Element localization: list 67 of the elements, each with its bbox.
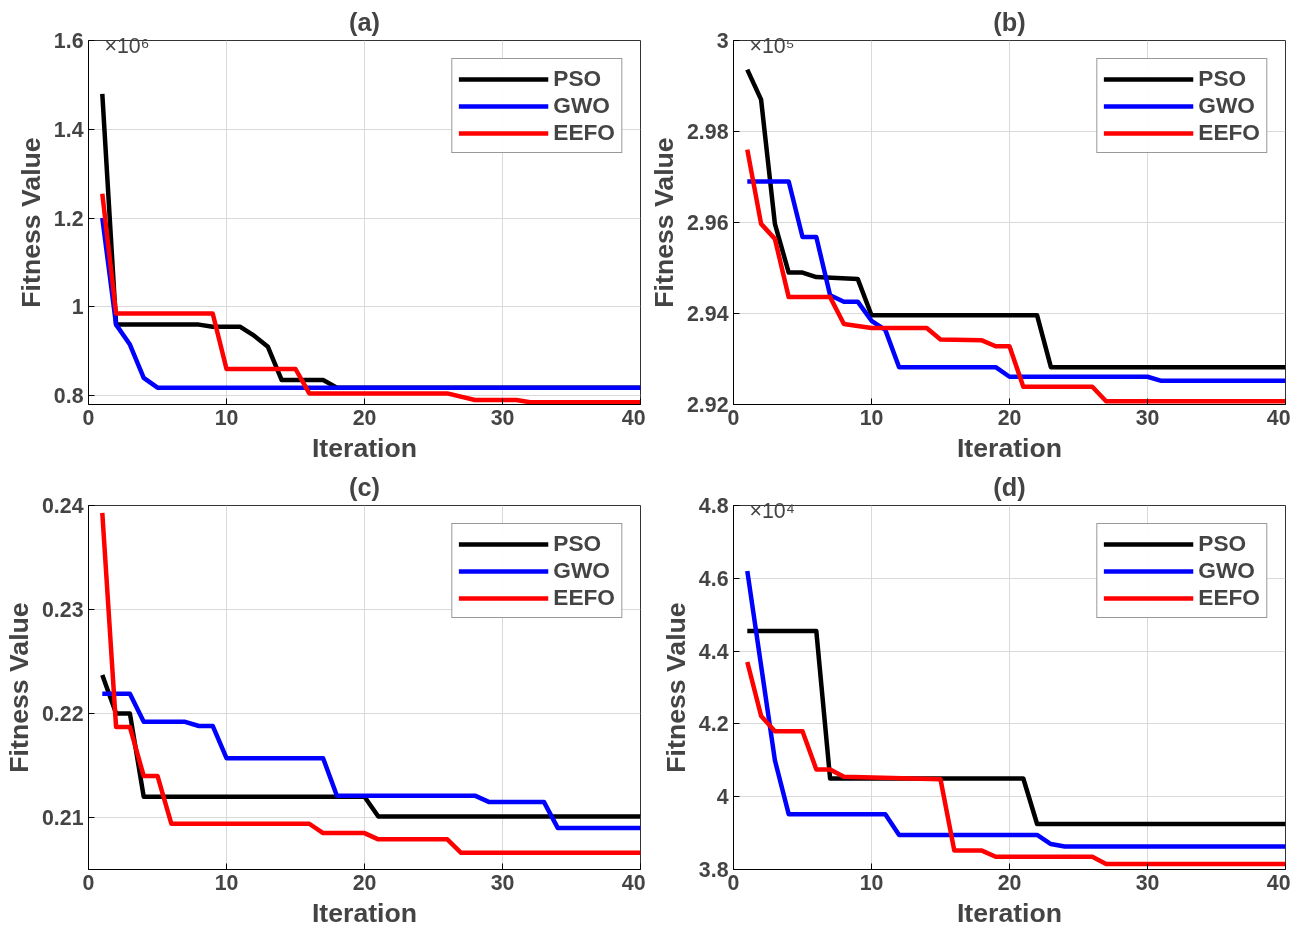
- x-tick-label: 30: [490, 405, 515, 430]
- x-axis-title: Iteration: [956, 432, 1063, 463]
- y-axis-title: Fitness Value: [660, 602, 691, 773]
- x-tick-label: 10: [859, 405, 884, 430]
- y-tick-label: 2.96: [686, 211, 729, 235]
- y-tick-label: 1.2: [53, 206, 84, 231]
- x-tick-label: 40: [1266, 870, 1291, 895]
- chart-title: (c): [349, 472, 380, 501]
- x-axis-title: Iteration: [311, 897, 418, 928]
- y-axis-title: Fitness Value: [3, 602, 34, 773]
- x-tick-label: 0: [727, 405, 740, 430]
- y-tick-label: 0.21: [41, 806, 84, 830]
- legend-label: PSO: [553, 530, 602, 557]
- x-tick-label: 20: [997, 870, 1022, 895]
- y-tick-label: 1.4: [53, 117, 84, 142]
- x-tick-label: 30: [490, 870, 515, 895]
- legend-label: GWO: [1198, 92, 1255, 119]
- legend-label: EEFO: [1198, 584, 1260, 611]
- y-axis-title: Fitness Value: [648, 137, 679, 308]
- legend-label: PSO: [1198, 65, 1247, 92]
- x-tick-label: 30: [1135, 870, 1160, 895]
- y-tick-label: 3: [716, 29, 729, 53]
- x-tick-label: 20: [997, 405, 1022, 430]
- legend-label: EEFO: [553, 119, 615, 146]
- x-tick-label: 20: [352, 870, 377, 895]
- x-tick-label: 20: [352, 405, 377, 430]
- chart-title: (b): [993, 7, 1026, 36]
- y-tick-label: 4.6: [698, 566, 729, 591]
- y-tick-label: 0.24: [41, 494, 84, 518]
- y-tick-label: 2.98: [686, 120, 729, 144]
- y-tick-label: 3.8: [698, 858, 729, 882]
- y-tick-label: 0.23: [41, 598, 84, 622]
- x-tick-label: 30: [1135, 405, 1160, 430]
- y-tick-label: 2.94: [686, 302, 729, 326]
- y-tick-label: 4: [716, 785, 729, 810]
- legend-label: PSO: [553, 65, 602, 92]
- legend-label: GWO: [553, 92, 610, 119]
- chart-title: (d): [993, 472, 1026, 501]
- x-tick-label: 0: [82, 870, 95, 895]
- x-tick-label: 0: [727, 870, 740, 895]
- y-tick-label: 0.22: [41, 702, 84, 726]
- x-tick-label: 0: [82, 405, 95, 430]
- legend-label: EEFO: [553, 584, 615, 611]
- x-tick-label: 40: [1266, 405, 1291, 430]
- annotation: ×10⁵: [749, 33, 795, 58]
- y-tick-label: 1: [71, 295, 84, 320]
- y-tick-label: 4.8: [698, 494, 729, 518]
- x-axis-title: Iteration: [311, 432, 418, 463]
- x-tick-label: 10: [859, 870, 884, 895]
- legend-label: GWO: [553, 557, 610, 584]
- legend-label: EEFO: [1198, 119, 1260, 146]
- y-tick-label: 0.8: [53, 384, 84, 409]
- x-tick-label: 10: [214, 870, 239, 895]
- y-tick-label: 4.4: [698, 639, 729, 664]
- y-axis-title: Fitness Value: [15, 137, 46, 308]
- legend-label: GWO: [1198, 557, 1255, 584]
- y-tick-label: 2.92: [686, 393, 729, 417]
- y-tick-label: 1.6: [53, 29, 84, 53]
- x-axis-title: Iteration: [956, 897, 1063, 928]
- legend-label: PSO: [1198, 530, 1247, 557]
- x-tick-label: 40: [621, 405, 646, 430]
- annotation: ×10⁴: [749, 498, 795, 523]
- y-tick-label: 4.2: [698, 712, 729, 737]
- annotation: ×10⁶: [104, 33, 150, 58]
- x-tick-label: 40: [621, 870, 646, 895]
- x-tick-label: 10: [214, 405, 239, 430]
- chart-title: (a): [349, 7, 380, 36]
